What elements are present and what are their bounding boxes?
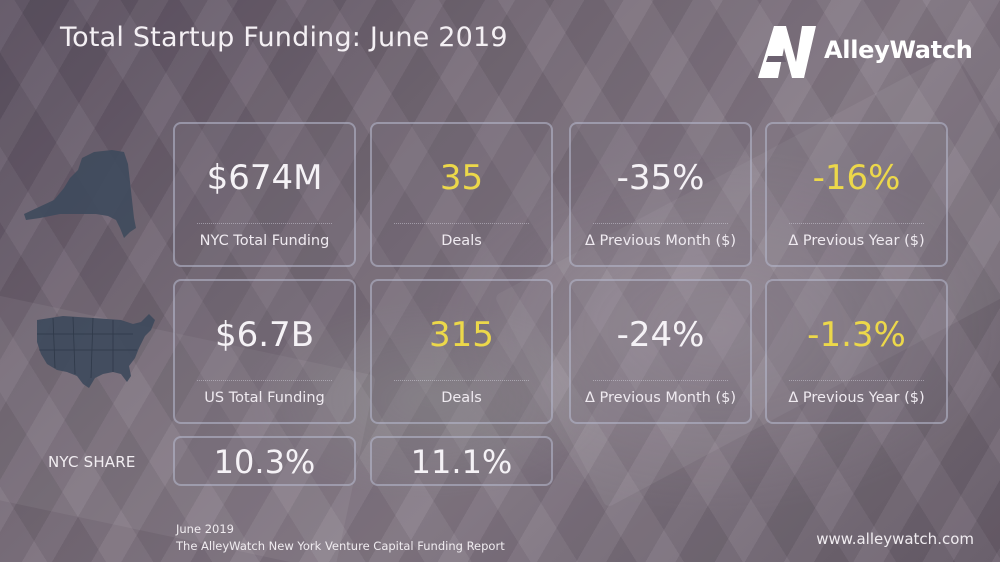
card-divider: [789, 380, 924, 381]
nyc-total-funding-label: NYC Total Funding: [199, 233, 330, 249]
new-york-state-map-icon: [24, 150, 136, 238]
us-deals-card: 315 Deals: [370, 279, 553, 424]
us-previous-year-value: -1.3%: [807, 315, 906, 355]
usa-map-icon: [37, 314, 155, 388]
us-previous-year-label: Δ Previous Year ($): [788, 390, 925, 406]
card-divider: [197, 223, 332, 224]
nyc-previous-month-value: -35%: [616, 158, 705, 198]
card-divider: [394, 223, 529, 224]
us-previous-year-card: -1.3% Δ Previous Year ($): [765, 279, 948, 424]
card-divider: [789, 223, 924, 224]
us-previous-month-value: -24%: [616, 315, 705, 355]
card-divider: [394, 380, 529, 381]
nyc-total-funding-value: $674M: [206, 158, 323, 198]
us-total-funding-value: $6.7B: [214, 315, 315, 355]
page-title: Total Startup Funding: June 2019: [60, 22, 508, 53]
nyc-deals-value: 35: [439, 158, 484, 198]
us-previous-month-label: Δ Previous Month ($): [584, 390, 736, 406]
nyc-share-deals-card: 11.1%: [370, 436, 553, 486]
nyc-share-label: NYC SHARE: [48, 453, 136, 471]
alleywatch-logo-icon: [758, 26, 816, 78]
nyc-deals-card: 35 Deals: [370, 122, 553, 267]
us-total-funding-card: $6.7B US Total Funding: [173, 279, 356, 424]
nyc-previous-month-card: -35% Δ Previous Month ($): [569, 122, 752, 267]
us-deals-value: 315: [429, 315, 494, 355]
nyc-previous-year-label: Δ Previous Year ($): [788, 233, 925, 249]
nyc-previous-year-value: -16%: [812, 158, 901, 198]
nyc-deals-label: Deals: [441, 233, 482, 249]
nyc-previous-year-card: -16% Δ Previous Year ($): [765, 122, 948, 267]
nyc-previous-month-label: Δ Previous Month ($): [584, 233, 736, 249]
us-deals-label: Deals: [441, 390, 482, 406]
nyc-share-funding-value: 10.3%: [213, 443, 316, 481]
card-divider: [593, 380, 728, 381]
card-divider: [197, 380, 332, 381]
us-previous-month-card: -24% Δ Previous Month ($): [569, 279, 752, 424]
alleywatch-logo: AlleyWatch: [756, 22, 976, 82]
nyc-share-funding-card: 10.3%: [173, 436, 356, 486]
us-total-funding-label: US Total Funding: [204, 390, 325, 406]
footer-website-link[interactable]: www.alleywatch.com: [816, 530, 974, 548]
nyc-share-deals-value: 11.1%: [410, 443, 513, 481]
footer-date: June 2019: [176, 522, 234, 536]
nyc-total-funding-card: $674M NYC Total Funding: [173, 122, 356, 267]
card-divider: [593, 223, 728, 224]
logo-text: AlleyWatch: [824, 36, 973, 64]
footer-report-title: The AlleyWatch New York Venture Capital …: [176, 539, 505, 553]
